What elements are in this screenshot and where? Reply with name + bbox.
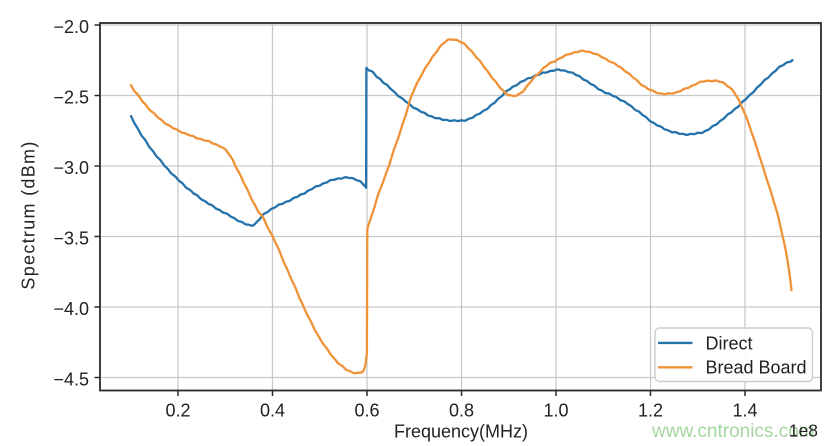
svg-text:−4.5: −4.5 xyxy=(53,370,89,390)
svg-text:0.2: 0.2 xyxy=(165,401,190,421)
svg-text:−3.5: −3.5 xyxy=(53,229,89,249)
svg-text:−4.0: −4.0 xyxy=(53,299,89,319)
svg-text:0.6: 0.6 xyxy=(354,401,379,421)
svg-text:−2.5: −2.5 xyxy=(53,88,89,108)
svg-text:1.2: 1.2 xyxy=(638,401,663,421)
svg-text:1e8: 1e8 xyxy=(789,421,818,441)
svg-text:−3.0: −3.0 xyxy=(53,158,89,178)
svg-text:Direct: Direct xyxy=(706,333,753,353)
svg-text:−2.0: −2.0 xyxy=(53,17,89,37)
svg-text:1.0: 1.0 xyxy=(543,401,568,421)
svg-text:Bread Board: Bread Board xyxy=(706,358,807,378)
svg-text:0.4: 0.4 xyxy=(260,401,285,421)
svg-text:1.4: 1.4 xyxy=(732,401,757,421)
svg-text:Spectrum (dBm): Spectrum (dBm) xyxy=(19,140,39,289)
svg-text:0.8: 0.8 xyxy=(449,401,474,421)
svg-text:Frequency(MHz): Frequency(MHz) xyxy=(394,422,528,442)
svg-text:www.cntronics.com: www.cntronics.com xyxy=(651,421,815,442)
